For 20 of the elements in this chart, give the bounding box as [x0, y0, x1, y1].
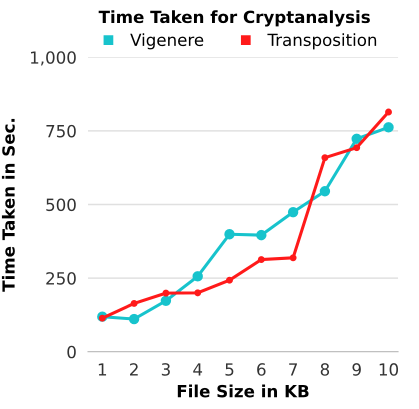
x-tick-label: 3	[162, 363, 170, 376]
legend-label: Transposition	[267, 33, 376, 50]
x-tick-label: 5	[225, 363, 234, 376]
x-tick-label: 1	[98, 363, 106, 376]
y-tick-label: 1,000	[30, 51, 76, 66]
x-tick-label: 7	[289, 363, 297, 376]
x-tick-label: 10	[380, 363, 398, 376]
y-tick-label: 500	[46, 198, 76, 212]
x-tick-label: 9	[352, 363, 361, 376]
x-tick-label: 8	[320, 363, 330, 376]
chart-title: Time Taken for Cryptanalysis	[98, 10, 370, 27]
y-axis-title: Time Taken in Sec.	[2, 118, 15, 292]
x-tick-label: 2	[130, 363, 138, 376]
x-tick-label: 6	[257, 363, 266, 376]
y-tick-label: 750	[46, 124, 76, 138]
y-tick-label: 250	[46, 272, 76, 285]
y-tick-label: 0	[67, 346, 76, 358]
legend-label: Vigenere	[130, 33, 204, 50]
x-tick-label: 4	[193, 363, 202, 376]
x-axis-title: File Size in KB	[178, 384, 309, 398]
